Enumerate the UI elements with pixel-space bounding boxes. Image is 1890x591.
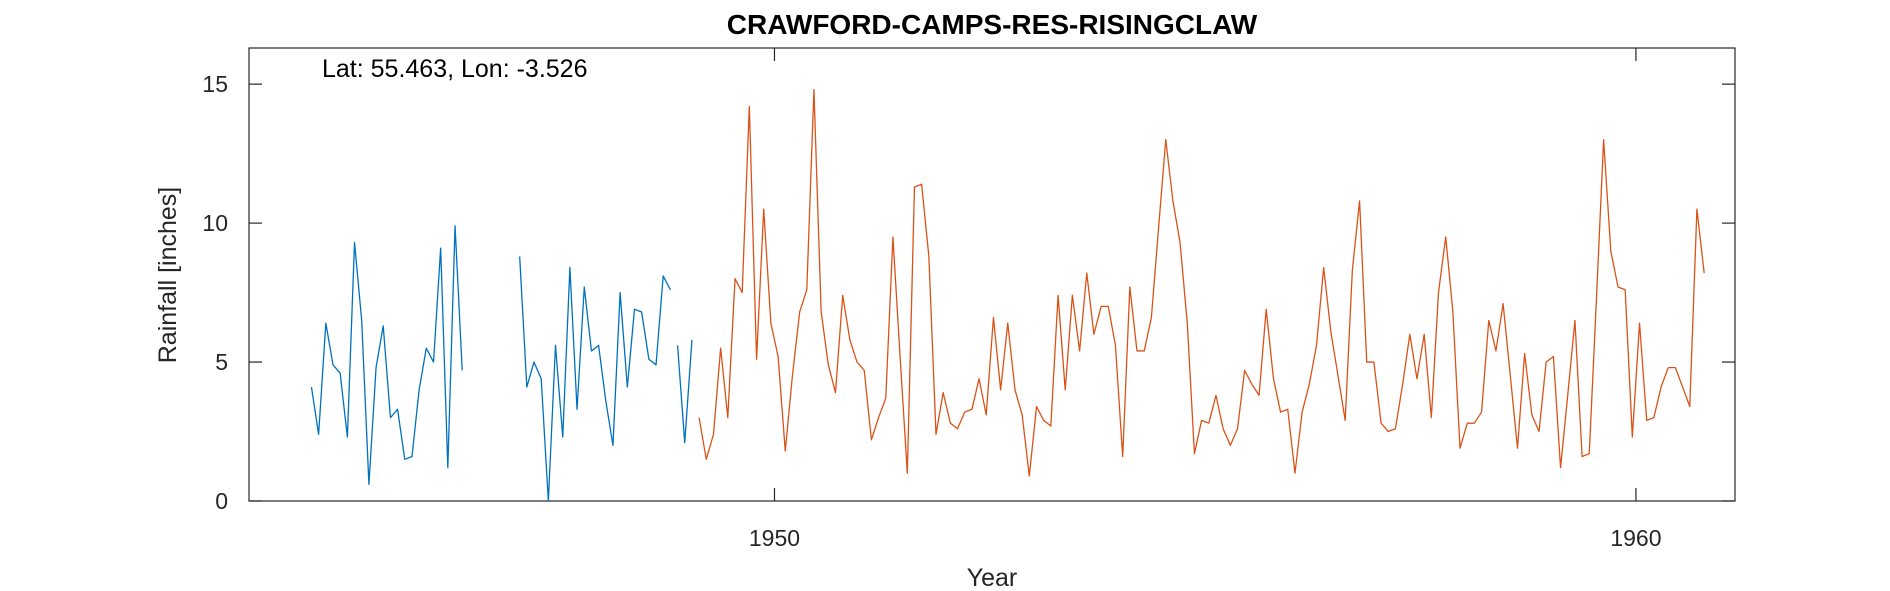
x-axis-label: Year [967, 564, 1018, 591]
chart-title: CRAWFORD-CAMPS-RES-RISINGCLAW [727, 9, 1258, 40]
plot-frame [248, 47, 1736, 502]
y-tick-label-0: 0 [215, 488, 228, 514]
x-tick-label-1950: 1950 [749, 525, 800, 551]
y-tick-label-10: 10 [202, 210, 228, 236]
series-line-blue-segment-3 [676, 339, 693, 444]
series-line-orange-series-tail [1668, 208, 1705, 408]
x-tick-label-1960: 1960 [1610, 525, 1661, 551]
y-tick-label-15: 15 [202, 71, 228, 97]
y-tick-label-5: 5 [215, 349, 228, 375]
series-line-blue-segment-2 [519, 256, 671, 502]
series-line-blue-segment-1 [310, 225, 463, 485]
series-line-orange-series [698, 89, 1669, 477]
y-axis-label: Rainfall [inches] [154, 187, 182, 363]
location-annotation: Lat: 55.463, Lon: -3.526 [322, 55, 588, 83]
series-layer [310, 89, 1705, 502]
ticks-layer: 0 5 10 15 1950 1960 [202, 48, 1735, 551]
